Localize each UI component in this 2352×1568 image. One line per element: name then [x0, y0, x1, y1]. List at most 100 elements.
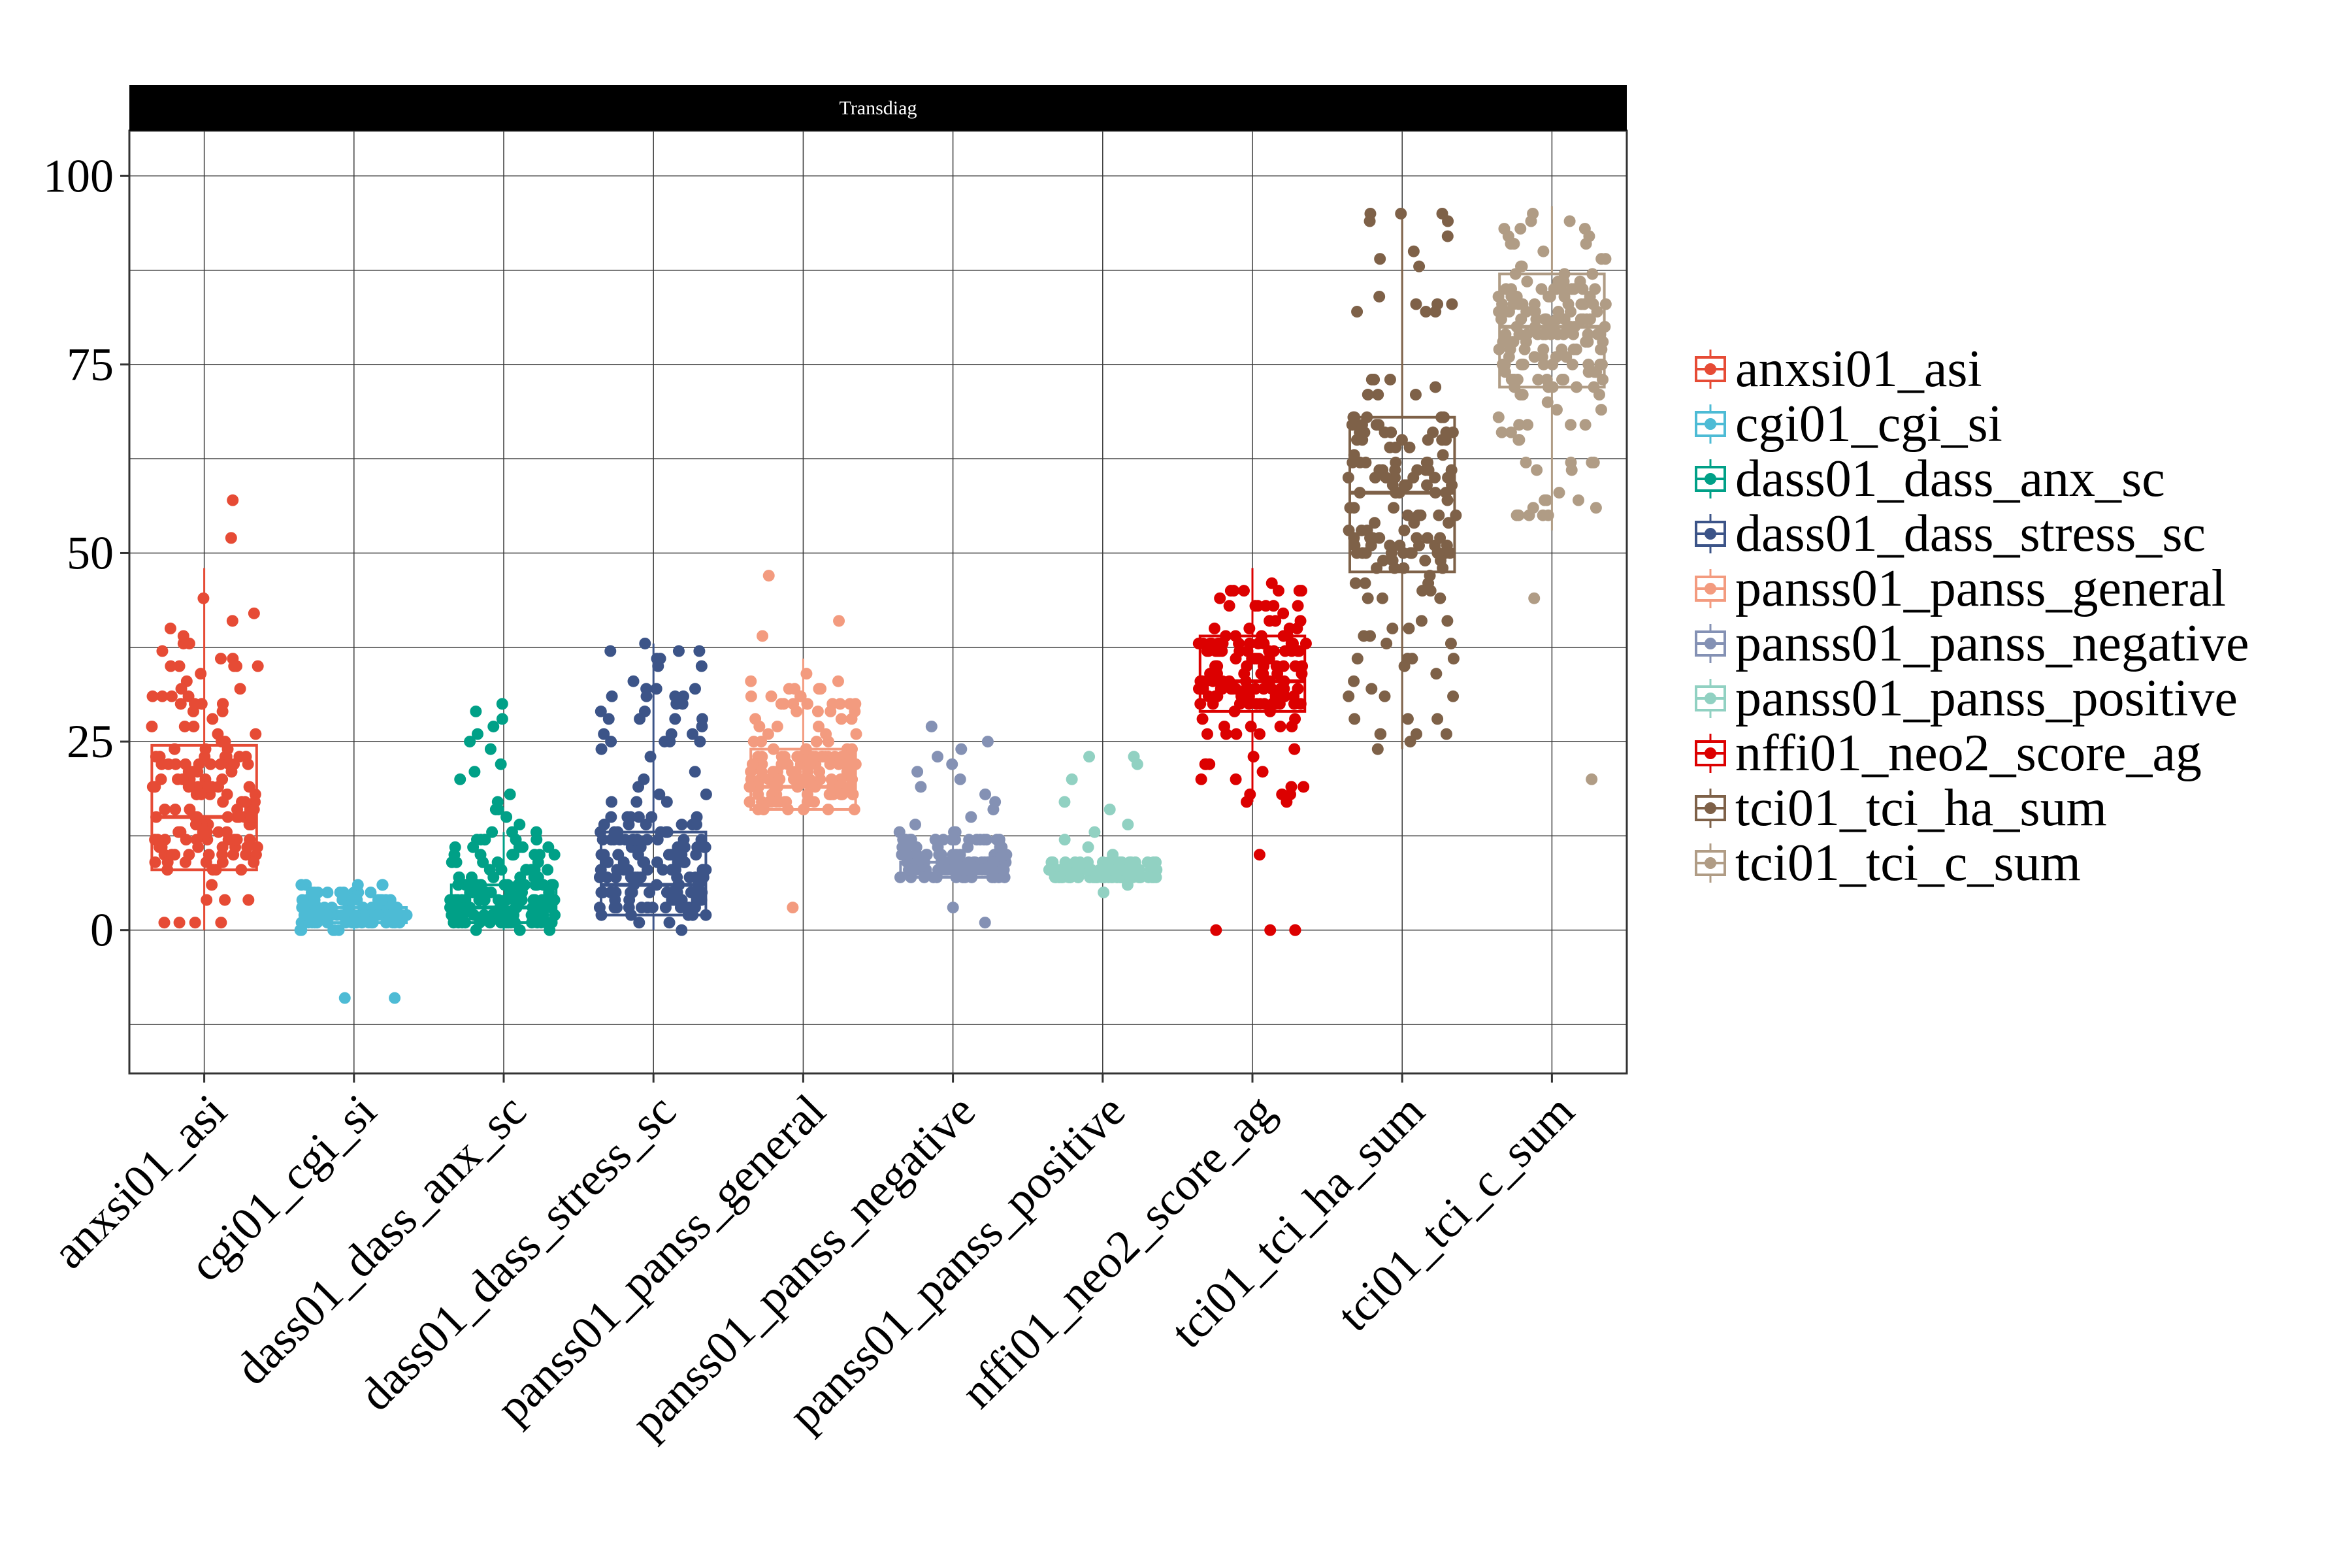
- data-point: [1195, 773, 1207, 785]
- data-point: [239, 796, 252, 808]
- data-point: [365, 886, 377, 898]
- data-point: [158, 917, 171, 929]
- data-point: [242, 894, 255, 906]
- data-point: [1053, 871, 1065, 883]
- data-point: [1537, 245, 1550, 257]
- legend-label: tci01_tci_ha_sum: [1735, 779, 2107, 837]
- data-point: [1595, 343, 1607, 355]
- data-point: [1398, 524, 1411, 536]
- data-point: [697, 871, 710, 883]
- data-point: [1579, 419, 1592, 431]
- data-point: [771, 720, 783, 732]
- data-point: [695, 660, 708, 672]
- data-point: [1447, 653, 1460, 665]
- data-point: [372, 909, 384, 921]
- data-point: [1580, 238, 1592, 250]
- data-point: [660, 826, 672, 838]
- data-point: [1445, 637, 1457, 649]
- data-point: [1518, 343, 1531, 355]
- data-point: [1410, 728, 1422, 740]
- data-point: [1599, 253, 1612, 265]
- data-point: [1511, 509, 1523, 521]
- data-point: [1564, 306, 1576, 318]
- data-point: [808, 796, 821, 808]
- data-point: [1429, 487, 1441, 499]
- data-point: [1365, 683, 1378, 695]
- data-point: [787, 773, 800, 785]
- data-point: [1594, 328, 1607, 340]
- data-point: [225, 532, 237, 544]
- data-point: [686, 728, 698, 740]
- data-point: [815, 683, 827, 695]
- legend-label: dass01_dass_stress_sc: [1735, 505, 2206, 563]
- data-point: [1433, 509, 1445, 521]
- data-point: [845, 743, 858, 755]
- data-point: [670, 698, 683, 710]
- data-point: [1272, 585, 1284, 597]
- data-point: [651, 834, 664, 846]
- data-point: [1069, 856, 1081, 868]
- data-point: [787, 902, 799, 914]
- data-point: [486, 826, 498, 838]
- data-point: [1253, 849, 1266, 861]
- data-point: [249, 788, 261, 800]
- data-point: [1442, 472, 1454, 484]
- data-point: [491, 856, 504, 868]
- data-point: [621, 811, 634, 823]
- data-point: [625, 909, 638, 921]
- data-point: [1266, 577, 1278, 589]
- data-point: [1398, 660, 1411, 672]
- data-point: [210, 864, 222, 876]
- legend-item: panss01_panss_negative: [1695, 615, 2249, 672]
- data-point: [1586, 268, 1599, 280]
- data-point: [634, 871, 647, 883]
- data-point: [471, 879, 483, 891]
- data-point: [380, 917, 392, 929]
- data-point: [546, 917, 558, 929]
- data-point: [235, 864, 248, 876]
- data-point: [676, 819, 688, 831]
- data-point: [1285, 637, 1298, 649]
- data-point: [252, 660, 264, 672]
- data-point: [146, 720, 158, 732]
- data-point: [791, 751, 804, 763]
- data-point: [206, 879, 218, 891]
- data-point: [918, 871, 930, 883]
- data-point: [1413, 260, 1426, 272]
- data-point: [227, 494, 239, 506]
- data-point: [963, 834, 975, 846]
- data-point: [1405, 547, 1418, 559]
- data-point: [1349, 577, 1362, 589]
- data-point: [178, 720, 191, 732]
- legend-label: tci01_tci_c_sum: [1735, 834, 2081, 892]
- data-point: [1043, 864, 1055, 876]
- data-point: [500, 811, 513, 823]
- data-point: [1122, 819, 1134, 831]
- data-point: [940, 864, 953, 876]
- facet-title: Transdiag: [840, 97, 917, 119]
- data-point: [666, 886, 679, 898]
- data-point: [1103, 803, 1116, 815]
- data-point: [1509, 381, 1521, 393]
- data-point: [453, 871, 465, 883]
- data-point: [774, 773, 786, 785]
- data-point: [1374, 253, 1386, 265]
- data-point: [1362, 389, 1374, 401]
- data-point: [822, 803, 834, 815]
- data-point: [1495, 426, 1508, 438]
- data-point: [1358, 630, 1370, 642]
- data-point: [1553, 487, 1565, 499]
- data-point: [1495, 313, 1507, 325]
- data-point: [617, 864, 630, 876]
- data-point: [542, 864, 554, 876]
- data-point: [778, 751, 791, 763]
- data-point: [1241, 645, 1254, 657]
- data-point: [657, 864, 669, 876]
- data-point: [1421, 532, 1433, 544]
- data-point: [175, 683, 188, 695]
- data-point: [1389, 472, 1401, 484]
- data-point: [1390, 487, 1402, 499]
- data-point: [1531, 464, 1543, 476]
- data-point: [1546, 358, 1559, 370]
- data-point: [1258, 698, 1271, 710]
